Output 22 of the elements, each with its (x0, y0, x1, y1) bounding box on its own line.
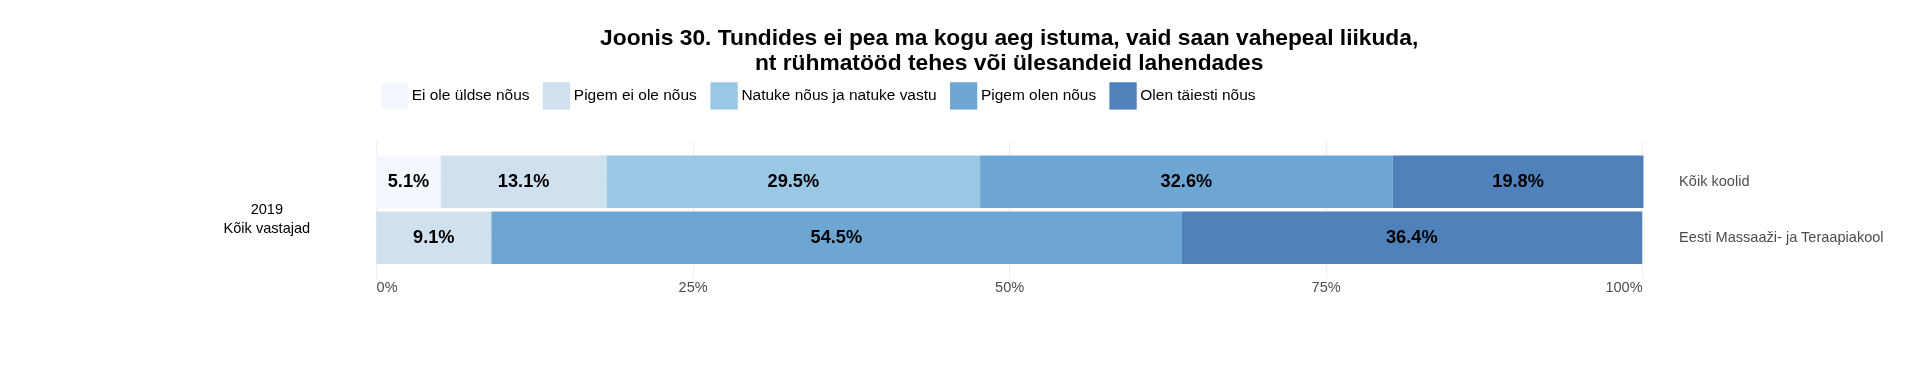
y-tick-label: Kõik koolid (1679, 173, 1750, 190)
data-label: 36.4% (1385, 227, 1438, 248)
data-label: 54.5% (810, 227, 863, 248)
data-label: 32.6% (1160, 171, 1213, 192)
x-tick-label: 50% (995, 279, 1025, 296)
data-label: 19.8% (1492, 171, 1544, 192)
x-tick-label: 100% (1605, 279, 1643, 296)
legend-label: Olen täiesti nõus (1140, 86, 1256, 104)
x-tick-label: 0% (376, 279, 398, 296)
x-tick-label: 75% (1311, 279, 1341, 296)
text: 2019 Kõik vastajad (223, 201, 311, 236)
y-tick-label: Eesti Massaaži- ja Teraapiakool (1679, 229, 1884, 246)
legend-label: Pigem ei ole nõus (573, 86, 698, 104)
x-tick-label: 25% (678, 279, 708, 296)
data-label: 9.1% (413, 227, 455, 248)
data-label: 13.1% (497, 171, 550, 192)
data-label: 29.5% (767, 171, 820, 192)
legend-label: Ei ole üldse nõus (411, 86, 530, 104)
legend-label: Natuke nõus ja natuke vastu (741, 86, 937, 104)
data-label: 5.1% (387, 171, 430, 192)
chart-title: Joonis 30. Tundides ei pea ma kogu aeg istuma, vaid saan vahepeal liikuda, nt rühmatööd tehes või ülesandeid lahendades (600, 23, 1419, 75)
legend-label: Pigem olen nõus (980, 86, 1097, 104)
